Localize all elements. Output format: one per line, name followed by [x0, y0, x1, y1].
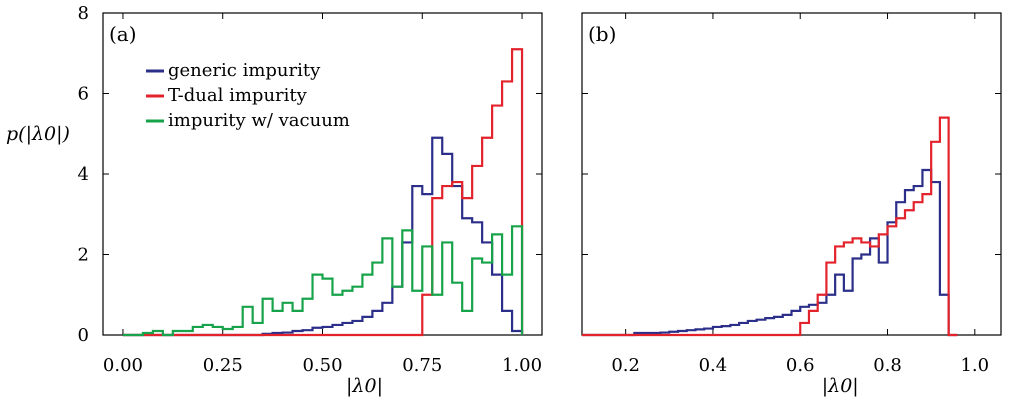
x-tick-label: 0.25	[203, 355, 243, 376]
legend-label-t-dual: T-dual impurity	[168, 85, 308, 106]
x-tick-label: 0.4	[699, 355, 728, 376]
panel-b-frame	[581, 12, 1002, 336]
panel-a-x-axis: 0.00 0.25 0.50 0.75 1.00	[103, 13, 542, 376]
panel-b: (b) 0.2 0.4 0.6 0.8 1.0 |λ0|	[581, 12, 1002, 397]
panel-a-legend: generic impurity T-dual impurity impurit…	[146, 60, 350, 131]
panel-a-tag: (a)	[109, 22, 137, 46]
panel-b-x-label: |λ0|	[822, 375, 859, 397]
series-line-t-dual-impurity	[582, 116, 958, 337]
legend-label-generic: generic impurity	[168, 60, 321, 81]
x-tick-label: 0.6	[786, 355, 815, 376]
x-tick-label: 1.0	[960, 355, 989, 376]
panel-b-y-axis	[582, 12, 1001, 336]
panel-a-y-axis: 0 2 4 6 8	[78, 3, 542, 346]
panel-b-series	[582, 116, 958, 337]
panel-a-y-label: p(|λ0|)	[6, 123, 70, 145]
series-line-impurity-w-vacuum	[122, 225, 524, 337]
panel-b-x-axis: 0.2 0.4 0.6 0.8 1.0	[611, 13, 989, 376]
series-line-t-dual-impurity	[122, 48, 524, 337]
x-tick-label: 0.2	[611, 355, 640, 376]
y-tick-label: 8	[78, 3, 89, 24]
series-line-generic-impurity	[582, 168, 958, 337]
x-tick-label: 0.00	[103, 355, 143, 376]
y-tick-label: 4	[78, 164, 89, 185]
y-tick-label: 6	[78, 84, 89, 105]
panel-a-x-label: |λ0|	[346, 375, 383, 397]
panel-a: (a) 0 2 4 6 8 0.00 0.25 0.50 0.75 1.00 generic i…	[6, 3, 543, 397]
x-tick-label: 0.75	[402, 355, 442, 376]
legend-label-vacuum: impurity w/ vacuum	[168, 110, 350, 131]
panel-b-tag: (b)	[588, 22, 616, 46]
x-tick-label: 0.50	[302, 355, 342, 376]
x-tick-label: 1.00	[502, 355, 542, 376]
x-tick-label: 0.8	[873, 355, 902, 376]
y-tick-label: 0	[78, 325, 89, 346]
y-tick-label: 2	[78, 245, 89, 266]
panel-a-series	[122, 48, 524, 337]
